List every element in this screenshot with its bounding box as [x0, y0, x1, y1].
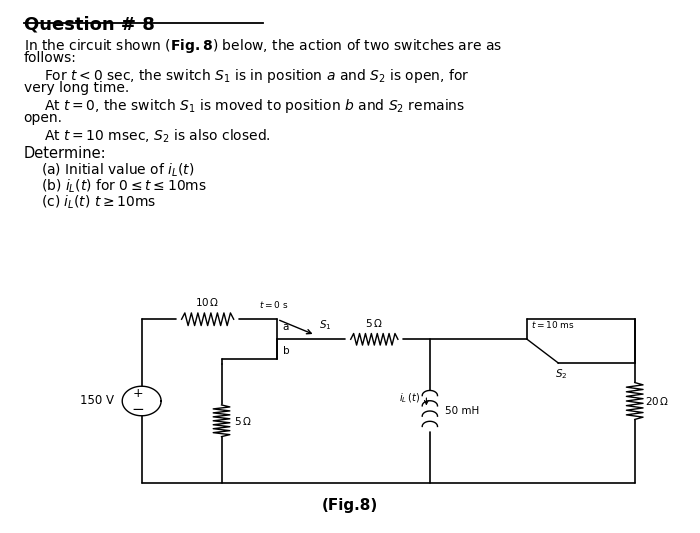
Text: −: −: [131, 402, 144, 417]
Text: (b) $i_L(t)$ for $0 \leq t \leq 10$ms: (b) $i_L(t)$ for $0 \leq t \leq 10$ms: [41, 178, 207, 195]
Text: Question # 8: Question # 8: [24, 16, 155, 34]
Text: $t=0$ s: $t=0$ s: [259, 299, 288, 310]
Text: 50 mH: 50 mH: [445, 406, 480, 416]
Text: In the circuit shown ($\mathbf{Fig.8}$) below, the action of two switches are as: In the circuit shown ($\mathbf{Fig.8}$) …: [24, 37, 502, 55]
Text: a: a: [283, 322, 289, 332]
Text: $5\,\Omega$: $5\,\Omega$: [234, 415, 252, 427]
Text: $20\,\Omega$: $20\,\Omega$: [645, 395, 669, 407]
Text: $5\,\Omega$: $5\,\Omega$: [365, 317, 383, 329]
Text: For $t < 0$ sec, the switch $\mathit{S}_1$ is in position $\mathbf{\mathit{a}}$ : For $t < 0$ sec, the switch $\mathit{S}_…: [44, 67, 470, 85]
Text: very long time.: very long time.: [24, 82, 129, 95]
Text: +: +: [132, 386, 143, 400]
Text: At $t = 10$ msec, $\mathit{S}_2$ is also closed.: At $t = 10$ msec, $\mathit{S}_2$ is also…: [44, 127, 272, 144]
Text: 150 V: 150 V: [80, 394, 114, 408]
Text: $S_1$: $S_1$: [318, 319, 331, 333]
Text: follows:: follows:: [24, 51, 76, 66]
Text: Determine:: Determine:: [24, 146, 106, 161]
Text: b: b: [283, 346, 289, 356]
Text: $t=10$ ms: $t=10$ ms: [531, 319, 575, 330]
Text: (c) $i_L(t)$ $t \geq 10$ms: (c) $i_L(t)$ $t \geq 10$ms: [41, 193, 156, 211]
Text: $i_L\,(t)$: $i_L\,(t)$: [398, 391, 419, 405]
Text: (Fig.8): (Fig.8): [322, 498, 378, 513]
Text: $S_2$: $S_2$: [555, 367, 567, 381]
Text: $10\,\Omega$: $10\,\Omega$: [195, 296, 220, 308]
Text: At $t = 0$, the switch $\mathit{S}_1$ is moved to position $\mathbf{\mathit{b}}$: At $t = 0$, the switch $\mathit{S}_1$ is…: [44, 97, 466, 115]
Text: (a) Initial value of $i_L(t)$: (a) Initial value of $i_L(t)$: [41, 162, 195, 180]
Text: open.: open.: [24, 111, 62, 125]
